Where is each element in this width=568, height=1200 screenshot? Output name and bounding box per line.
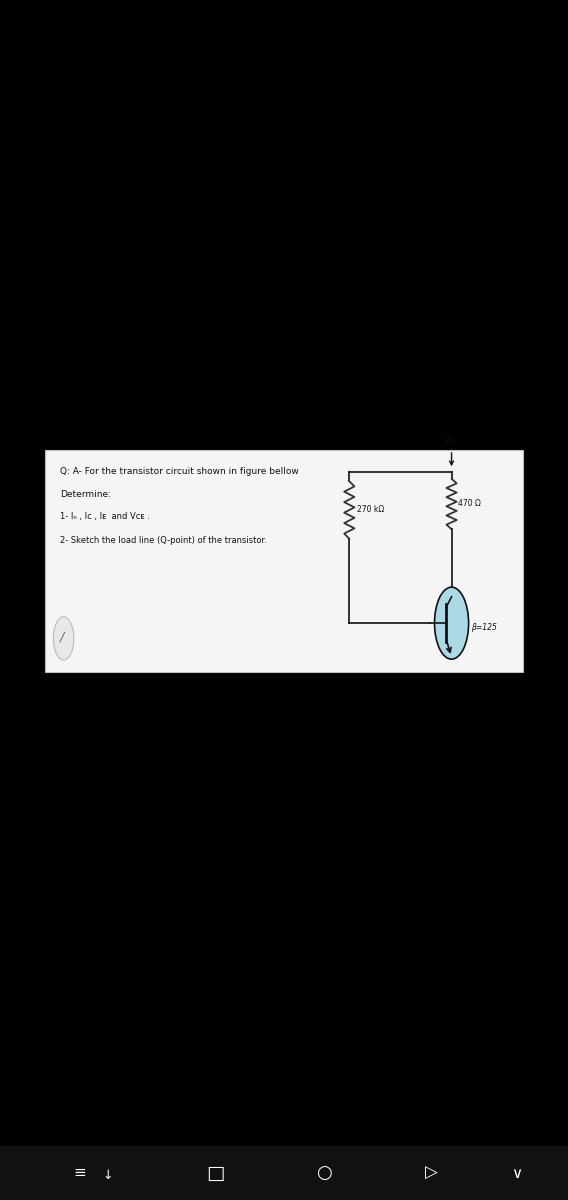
Text: Q: A- For the transistor circuit shown in figure bellow: Q: A- For the transistor circuit shown i…: [60, 467, 298, 475]
FancyBboxPatch shape: [45, 450, 523, 672]
Text: 1- Iₙ , Iᴄ , Iᴇ  and Vᴄᴇ .: 1- Iₙ , Iᴄ , Iᴇ and Vᴄᴇ .: [60, 512, 149, 521]
Text: ≡: ≡: [73, 1165, 86, 1181]
Text: ▷: ▷: [425, 1164, 438, 1182]
Circle shape: [435, 587, 469, 659]
Bar: [0, 1146, 568, 1200]
Text: 20v: 20v: [445, 437, 458, 445]
Circle shape: [53, 617, 74, 660]
Text: 270 kΩ: 270 kΩ: [357, 505, 384, 515]
Text: ∨: ∨: [511, 1165, 523, 1181]
Text: ○: ○: [316, 1164, 332, 1182]
Text: 2- Sketch the load line (Q-point) of the transistor.: 2- Sketch the load line (Q-point) of the…: [60, 536, 266, 545]
Text: Determine:: Determine:: [60, 490, 111, 499]
Text: /: /: [60, 631, 65, 643]
Text: β=125: β=125: [471, 624, 497, 632]
Text: 470 Ω: 470 Ω: [458, 499, 481, 509]
Text: ↓: ↓: [103, 1169, 113, 1182]
Text: □: □: [207, 1164, 225, 1182]
